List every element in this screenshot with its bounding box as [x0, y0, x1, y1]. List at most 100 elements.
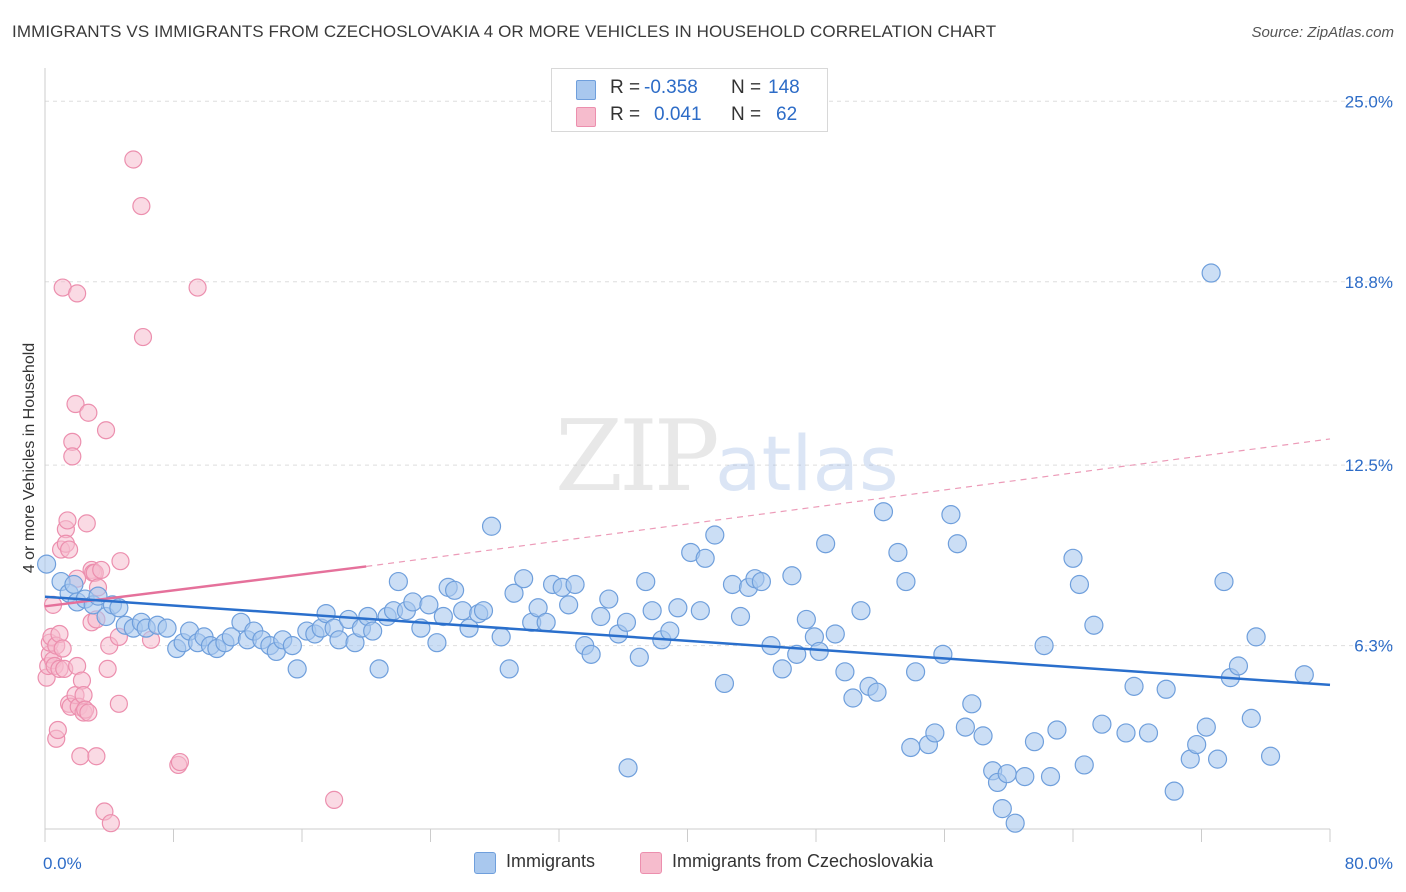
- data-point-immigrants: [473, 601, 494, 621]
- data-point-immigrants: [1241, 708, 1261, 728]
- data-point-czechoslovakia: [58, 511, 77, 530]
- data-point-immigrants: [1074, 755, 1094, 775]
- data-point-immigrants: [796, 609, 816, 630]
- data-point-immigrants: [1024, 732, 1045, 752]
- data-point-czechoslovakia: [101, 814, 120, 833]
- data-point-immigrants: [369, 659, 389, 679]
- data-point-czechoslovakia: [133, 327, 153, 347]
- data-point-immigrants: [1092, 714, 1112, 734]
- data-point-immigrants: [1207, 749, 1228, 769]
- data-point-czechoslovakia: [92, 560, 111, 580]
- data-point-czechoslovakia: [79, 703, 98, 722]
- data-point-immigrants: [453, 601, 473, 621]
- y-tick-label: 25.0%: [1345, 92, 1393, 111]
- axes: [44, 68, 1331, 842]
- data-point-immigrants: [599, 589, 619, 609]
- data-point-immigrants: [491, 627, 511, 647]
- data-point-immigrants: [157, 618, 177, 638]
- data-point-immigrants: [973, 726, 993, 746]
- data-point-immigrants: [896, 571, 916, 592]
- data-point-immigrants: [722, 574, 743, 595]
- data-point-immigrants: [514, 569, 534, 589]
- data-point-immigrants: [933, 644, 953, 664]
- data-point-immigrants: [925, 723, 945, 743]
- data-point-immigrants: [660, 621, 680, 641]
- data-point-czechoslovakia: [63, 447, 82, 466]
- stats-r-label: R =: [610, 104, 641, 125]
- data-point-immigrants: [905, 662, 926, 682]
- data-point-immigrants: [504, 583, 524, 603]
- y-axis-label: 4 or more Vehicles in Household: [21, 342, 38, 574]
- stats-n-label: N =: [731, 77, 762, 98]
- data-point-czechoslovakia: [59, 540, 79, 559]
- data-point-immigrants: [867, 682, 887, 702]
- data-point-czechoslovakia: [109, 694, 128, 713]
- data-point-immigrants: [287, 659, 307, 679]
- data-point-immigrants: [444, 580, 465, 600]
- data-point-immigrants: [668, 598, 688, 618]
- data-point-immigrants: [1084, 615, 1104, 635]
- data-point-immigrants: [835, 662, 855, 682]
- data-point-immigrants: [1201, 263, 1221, 283]
- stats-r-label: R =: [610, 77, 641, 98]
- data-point-immigrants: [825, 624, 845, 644]
- data-point-immigrants: [419, 595, 439, 615]
- series-immigrants-points: [37, 263, 1314, 833]
- data-point-immigrants: [528, 598, 548, 618]
- data-point-immigrants: [816, 534, 836, 554]
- legend-swatch-czechoslovakia: [640, 852, 662, 874]
- data-point-immigrants: [618, 758, 638, 778]
- data-point-czechoslovakia: [53, 639, 72, 658]
- legend-swatch-immigrants: [474, 852, 496, 874]
- data-point-czechoslovakia: [124, 150, 143, 169]
- data-point-immigrants: [941, 505, 961, 525]
- data-point-immigrants: [751, 571, 771, 592]
- data-point-immigrants: [1069, 574, 1090, 595]
- data-point-czechoslovakia: [48, 720, 67, 740]
- data-point-czechoslovakia: [66, 394, 85, 414]
- watermark-zip: ZIP: [555, 400, 717, 514]
- data-point-immigrants: [851, 601, 871, 621]
- data-point-immigrants: [636, 571, 656, 592]
- trend-lines: [44, 438, 1331, 687]
- y-tick-label: 18.8%: [1345, 273, 1393, 292]
- gridlines: [45, 100, 1395, 647]
- data-point-immigrants: [782, 566, 802, 586]
- data-point-immigrants: [559, 595, 579, 615]
- data-point-immigrants: [1164, 781, 1184, 801]
- watermark: ZIP atlas: [555, 400, 899, 514]
- data-point-immigrants: [843, 688, 863, 708]
- data-point-czechoslovakia: [132, 196, 151, 216]
- stats-n-label: N =: [731, 104, 762, 125]
- x-tick-label: 0.0%: [43, 854, 82, 873]
- data-point-immigrants: [316, 603, 336, 624]
- stats-swatch-czechoslovakia: [576, 107, 596, 127]
- data-point-immigrants: [363, 621, 383, 641]
- chart-title: IMMIGRANTS VS IMMIGRANTS FROM CZECHOSLOV…: [12, 22, 997, 41]
- data-point-immigrants: [1187, 734, 1207, 755]
- data-point-immigrants: [690, 601, 710, 621]
- stats-n-value-immigrants: 148: [768, 77, 800, 98]
- data-point-immigrants: [282, 636, 302, 656]
- stats-swatch-immigrants: [576, 80, 596, 100]
- data-point-immigrants: [1034, 636, 1054, 656]
- data-point-immigrants: [947, 534, 967, 554]
- data-point-immigrants: [997, 764, 1017, 784]
- data-point-immigrants: [1260, 746, 1281, 766]
- data-point-czechoslovakia: [96, 421, 116, 440]
- data-point-czechoslovakia: [68, 284, 87, 303]
- legend-label-czechoslovakia: Immigrants from Czechoslovakia: [672, 851, 934, 871]
- legend-label-immigrants: Immigrants: [506, 851, 596, 871]
- data-point-immigrants: [1040, 767, 1061, 787]
- data-point-immigrants: [1246, 627, 1266, 647]
- data-point-immigrants: [1005, 813, 1025, 833]
- data-point-immigrants: [591, 606, 611, 627]
- data-point-immigrants: [459, 618, 479, 638]
- data-point-immigrants: [1156, 679, 1176, 699]
- data-point-czechoslovakia: [77, 514, 96, 533]
- data-point-czechoslovakia: [111, 552, 130, 571]
- tick-labels: 6.3% 12.5% 18.8% 25.0% 0.0% 80.0%: [43, 92, 1393, 873]
- data-point-czechoslovakia: [325, 790, 344, 809]
- source-label: Source: ZipAtlas.com: [1251, 24, 1394, 41]
